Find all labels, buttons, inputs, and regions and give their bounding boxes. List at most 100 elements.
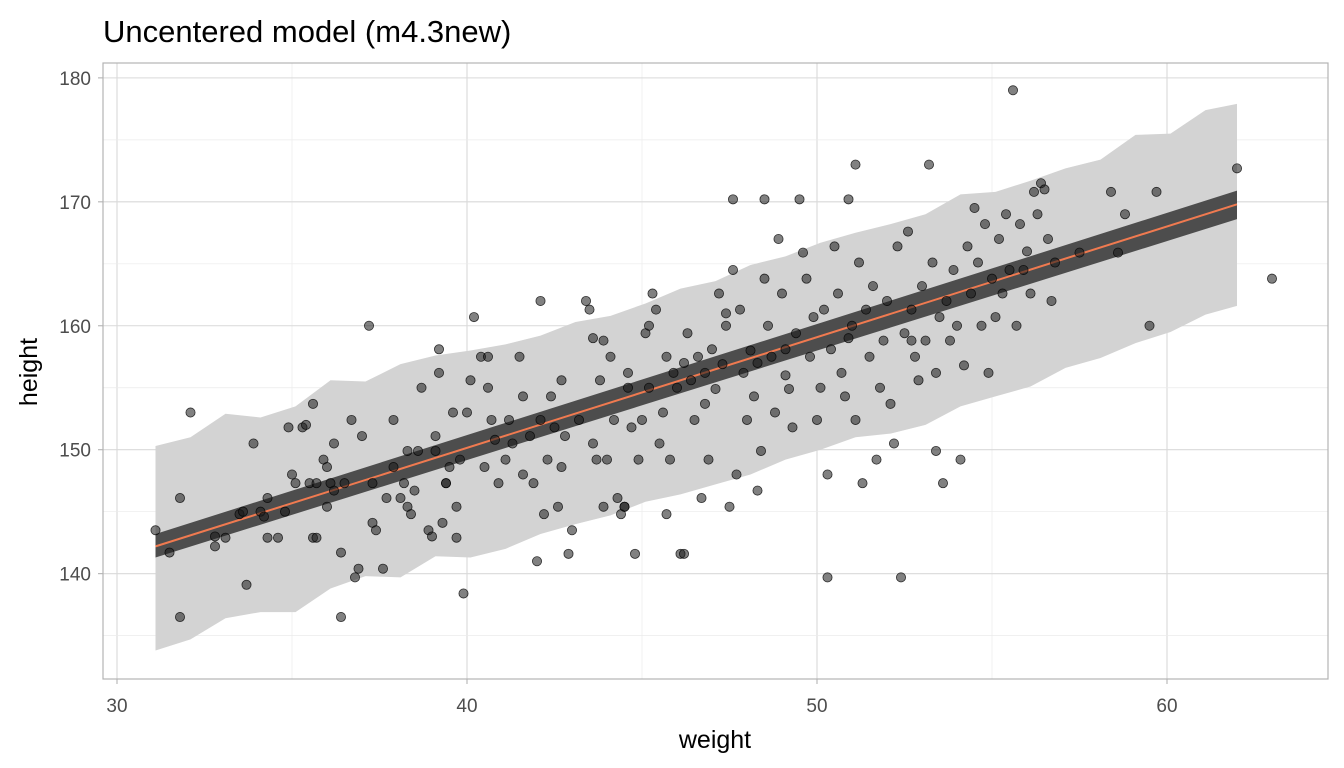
data-point <box>815 382 826 393</box>
data-point <box>363 320 374 331</box>
data-point <box>300 419 311 430</box>
data-point <box>1074 247 1085 258</box>
data-point <box>644 320 655 331</box>
data-point <box>738 367 749 378</box>
data-point <box>623 382 634 393</box>
data-point <box>728 264 739 275</box>
data-point <box>500 454 511 465</box>
data-point <box>535 414 546 425</box>
y-axis-ticks: 140 150 160 170 180 <box>59 69 103 586</box>
data-point <box>335 547 346 558</box>
data-point <box>987 273 998 284</box>
data-point <box>185 407 196 418</box>
x-tick-label: 40 <box>456 696 477 717</box>
data-point <box>535 295 546 306</box>
data-point <box>321 462 332 473</box>
data-point <box>689 414 700 425</box>
data-point <box>721 308 732 319</box>
y-tick-label: 160 <box>59 317 91 338</box>
data-point <box>791 328 802 339</box>
data-point <box>588 438 599 449</box>
data-point <box>440 478 451 489</box>
data-point <box>556 462 567 473</box>
data-point <box>854 257 865 268</box>
data-point <box>328 485 339 496</box>
data-point <box>1015 219 1026 230</box>
data-point <box>451 532 462 543</box>
data-point <box>398 478 409 489</box>
x-tick-label: 50 <box>806 696 827 717</box>
data-point <box>931 367 942 378</box>
data-point <box>777 288 788 299</box>
data-point <box>507 438 518 449</box>
data-point <box>241 579 252 590</box>
data-point <box>349 572 360 583</box>
data-point <box>686 375 697 386</box>
data-point <box>409 485 420 496</box>
data-point <box>735 304 746 315</box>
data-point <box>696 493 707 504</box>
data-point <box>679 357 690 368</box>
data-point <box>721 320 732 331</box>
data-point <box>1046 295 1057 306</box>
data-point <box>752 485 763 496</box>
x-tick-label: 30 <box>106 696 127 717</box>
data-point <box>1050 257 1061 268</box>
data-point <box>773 233 784 244</box>
data-point <box>262 532 273 543</box>
data-point <box>710 383 721 394</box>
data-point <box>581 295 592 306</box>
data-point <box>990 312 1001 323</box>
data-point <box>717 359 728 370</box>
data-point <box>805 351 816 362</box>
data-point <box>486 414 497 425</box>
data-point <box>1029 186 1040 197</box>
data-point <box>892 241 903 252</box>
data-point <box>997 288 1008 299</box>
data-point <box>917 281 928 292</box>
data-point <box>714 288 725 299</box>
data-point <box>451 501 462 512</box>
data-point <box>311 532 322 543</box>
data-point <box>518 391 529 402</box>
data-point <box>174 493 185 504</box>
data-point <box>882 295 893 306</box>
data-point <box>920 335 931 346</box>
chart-title: Uncentered model (m4.3new) <box>103 14 511 49</box>
data-point <box>220 532 231 543</box>
data-point <box>906 335 917 346</box>
data-point <box>433 344 444 355</box>
data-point <box>829 241 840 252</box>
data-point <box>447 407 458 418</box>
data-point <box>861 304 872 315</box>
data-point <box>742 414 753 425</box>
data-point <box>637 414 648 425</box>
data-point <box>395 493 406 504</box>
data-point <box>605 351 616 362</box>
data-point <box>780 370 791 381</box>
data-point <box>962 241 973 252</box>
data-point <box>321 501 332 512</box>
data-point <box>864 351 875 362</box>
data-point <box>833 288 844 299</box>
data-point <box>731 469 742 480</box>
data-point <box>878 335 889 346</box>
data-point <box>822 572 833 583</box>
data-point <box>899 328 910 339</box>
data-point <box>784 383 795 394</box>
data-point <box>955 454 966 465</box>
data-point <box>1267 273 1278 284</box>
data-point <box>430 445 441 456</box>
data-point <box>465 375 476 386</box>
data-point <box>668 367 679 378</box>
data-point <box>1025 288 1036 299</box>
y-tick-label: 180 <box>59 69 91 90</box>
data-point <box>819 304 830 315</box>
data-point <box>412 445 423 456</box>
data-point <box>1032 209 1043 220</box>
data-point <box>286 469 297 480</box>
data-point <box>1144 320 1155 331</box>
data-point <box>598 335 609 346</box>
data-point <box>889 438 900 449</box>
data-point <box>756 445 767 456</box>
